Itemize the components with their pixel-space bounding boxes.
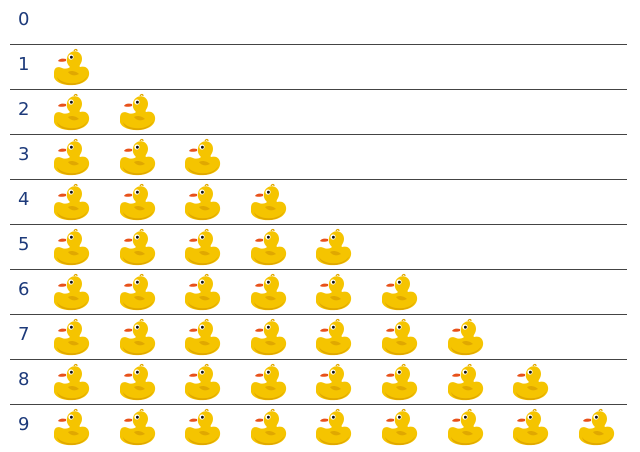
row-label: 9 bbox=[18, 414, 30, 435]
rubber-duck-icon bbox=[245, 272, 289, 314]
table-row: 3 bbox=[10, 135, 627, 180]
rubber-duck-icon bbox=[310, 227, 354, 269]
rubber-duck-icon bbox=[48, 317, 92, 359]
rubber-duck-icon bbox=[179, 317, 223, 359]
rubber-duck-icon bbox=[114, 272, 158, 314]
row-label: 0 bbox=[18, 9, 30, 30]
table-row: 4 bbox=[10, 180, 627, 225]
rubber-duck-icon bbox=[48, 227, 92, 269]
duck-count-table: 0 1 2 3 4 bbox=[10, 0, 627, 450]
rubber-duck-icon bbox=[48, 407, 92, 449]
rubber-duck-icon bbox=[114, 227, 158, 269]
table-row: 2 bbox=[10, 90, 627, 135]
rubber-duck-icon bbox=[573, 407, 617, 449]
table-row: 1 bbox=[10, 45, 627, 90]
rubber-duck-icon bbox=[310, 317, 354, 359]
rubber-duck-icon bbox=[48, 182, 92, 224]
rubber-duck-icon bbox=[376, 317, 420, 359]
rubber-duck-icon bbox=[245, 362, 289, 404]
table-row: 7 bbox=[10, 315, 627, 360]
rubber-duck-icon bbox=[114, 137, 158, 179]
rubber-duck-icon bbox=[245, 317, 289, 359]
rubber-duck-icon bbox=[179, 227, 223, 269]
rubber-duck-icon bbox=[179, 137, 223, 179]
row-label: 2 bbox=[18, 99, 30, 120]
rubber-duck-icon bbox=[376, 272, 420, 314]
rubber-duck-icon bbox=[48, 92, 92, 134]
rubber-duck-icon bbox=[245, 407, 289, 449]
row-label: 3 bbox=[18, 144, 30, 165]
rubber-duck-icon bbox=[310, 272, 354, 314]
rubber-duck-icon bbox=[114, 407, 158, 449]
rubber-duck-icon bbox=[376, 407, 420, 449]
rubber-duck-icon bbox=[114, 182, 158, 224]
rubber-duck-icon bbox=[48, 137, 92, 179]
table-row: 5 bbox=[10, 225, 627, 270]
rubber-duck-icon bbox=[245, 227, 289, 269]
rubber-duck-icon bbox=[48, 272, 92, 314]
rubber-duck-icon bbox=[48, 47, 92, 89]
rubber-duck-icon bbox=[179, 182, 223, 224]
rubber-duck-icon bbox=[507, 407, 551, 449]
rubber-duck-icon bbox=[114, 362, 158, 404]
rubber-duck-icon bbox=[376, 362, 420, 404]
row-label: 7 bbox=[18, 324, 30, 345]
row-label: 4 bbox=[18, 189, 30, 210]
row-label: 1 bbox=[18, 54, 30, 75]
table-row: 6 bbox=[10, 270, 627, 315]
table-row: 0 bbox=[10, 0, 627, 45]
rubber-duck-icon bbox=[442, 407, 486, 449]
rubber-duck-icon bbox=[442, 362, 486, 404]
rubber-duck-icon bbox=[48, 362, 92, 404]
rubber-duck-icon bbox=[442, 317, 486, 359]
rubber-duck-icon bbox=[507, 362, 551, 404]
table-row: 9 bbox=[10, 405, 627, 450]
rubber-duck-icon bbox=[179, 272, 223, 314]
rubber-duck-icon bbox=[114, 317, 158, 359]
rubber-duck-icon bbox=[114, 92, 158, 134]
row-label: 8 bbox=[18, 369, 30, 390]
rubber-duck-icon bbox=[179, 407, 223, 449]
rubber-duck-icon bbox=[179, 362, 223, 404]
rubber-duck-icon bbox=[310, 407, 354, 449]
rubber-duck-icon bbox=[245, 182, 289, 224]
rubber-duck-icon bbox=[310, 362, 354, 404]
row-label: 6 bbox=[18, 279, 30, 300]
table-row: 8 bbox=[10, 360, 627, 405]
row-label: 5 bbox=[18, 234, 30, 255]
